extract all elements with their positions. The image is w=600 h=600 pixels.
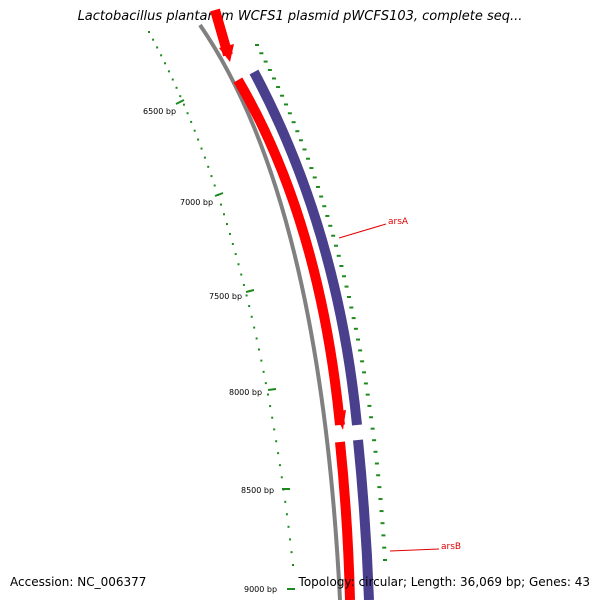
gene-label-arsA[interactable]: arsA xyxy=(388,217,409,227)
major-tick-7500 xyxy=(245,289,255,293)
forward-gene-arc-3[interactable] xyxy=(335,441,355,600)
accession-text: Accession: NC_006377 xyxy=(10,575,147,589)
tick-label-7500: 7500 bp xyxy=(209,292,242,301)
backbone-arc xyxy=(198,23,342,600)
forward-gene-arc-2[interactable] xyxy=(233,77,345,426)
gene-label-arsB[interactable]: arsB xyxy=(441,542,461,552)
reverse-gene-arc-2[interactable] xyxy=(353,439,374,600)
tick-label-9000: 9000 bp xyxy=(244,585,277,594)
arsB-leader xyxy=(389,548,440,552)
tick-label-6500: 6500 bp xyxy=(143,107,176,116)
map-title: Lactobacillus plantarum WCFS1 plasmid pW… xyxy=(77,9,523,24)
forward-gene-arrow-1 xyxy=(219,44,234,62)
forward-gene-arrow-2 xyxy=(334,410,346,430)
reverse-gene-arc-1[interactable] xyxy=(249,69,362,426)
major-tick-7000 xyxy=(214,192,224,197)
major-tick-6500 xyxy=(175,99,185,105)
topology-text: Topology: circular; Length: 36,069 bp; G… xyxy=(298,575,590,589)
outer-track-ticks xyxy=(255,44,387,561)
tick-label-7000: 7000 bp xyxy=(180,198,213,207)
tick-label-8000: 8000 bp xyxy=(229,388,262,397)
major-ticks: 6500 bp 7000 bp 7500 bp 8000 bp 8500 bp … xyxy=(143,99,295,594)
tick-label-8500: 8500 bp xyxy=(241,486,274,495)
major-tick-8000 xyxy=(267,388,277,391)
inner-scale-ticks xyxy=(148,31,294,566)
arsA-leader xyxy=(338,223,387,239)
